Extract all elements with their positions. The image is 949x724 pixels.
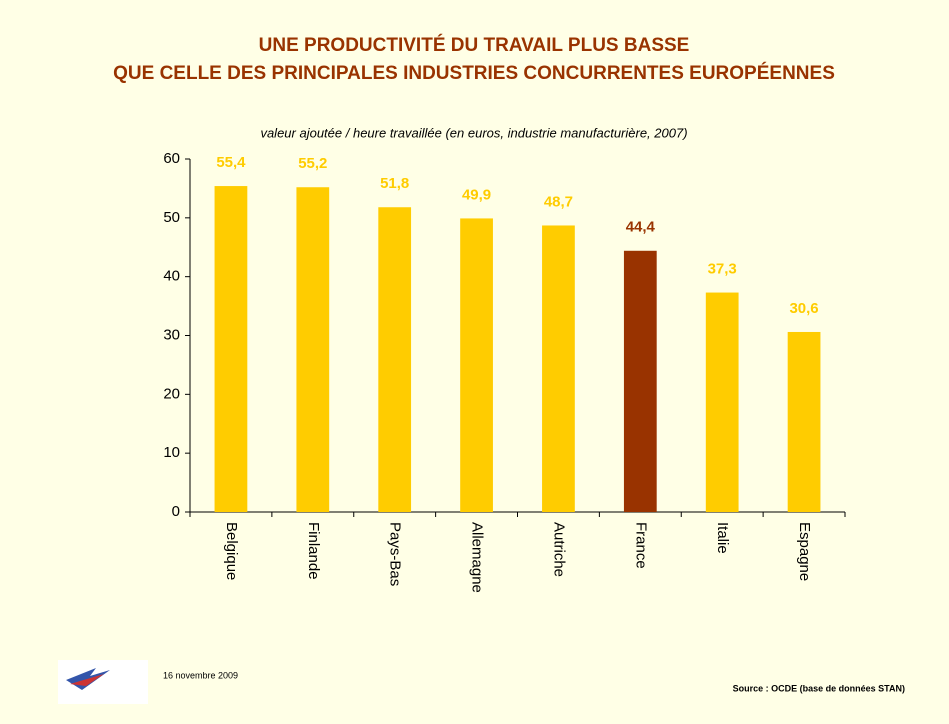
bar	[542, 225, 575, 512]
bar	[787, 331, 821, 512]
bar	[460, 218, 493, 512]
x-tick-label: Autriche	[550, 522, 567, 577]
value-label: 51,8	[380, 175, 409, 192]
y-tick-label: 50	[163, 209, 180, 226]
x-tick-label: Espagne	[796, 522, 813, 581]
y-tick-label: 0	[172, 503, 180, 520]
bar	[296, 187, 330, 513]
value-label: 49,9	[462, 186, 491, 203]
x-tick-label: France	[632, 522, 649, 569]
value-label: 55,2	[298, 155, 327, 172]
x-tick-label: Finlande	[305, 522, 322, 580]
value-label: 55,4	[216, 154, 246, 171]
bar	[378, 207, 412, 512]
y-tick-label: 10	[163, 444, 180, 461]
bar	[705, 292, 739, 512]
logo-shape	[70, 674, 104, 686]
chart-title: QUE CELLE DES PRINCIPALES INDUSTRIES CON…	[113, 62, 835, 84]
value-label: 30,6	[789, 300, 818, 317]
date: 16 novembre 2009	[163, 670, 238, 680]
x-tick-label: Italie	[714, 522, 731, 554]
x-tick-label: Allemagne	[469, 522, 486, 593]
logo	[58, 660, 148, 704]
bar	[214, 186, 248, 512]
value-label: 48,7	[544, 193, 573, 210]
value-label: 37,3	[708, 261, 737, 278]
y-tick-label: 40	[163, 268, 180, 285]
y-tick-label: 30	[163, 326, 180, 343]
chart-subtitle: valeur ajoutée / heure travaillée (en eu…	[260, 125, 687, 140]
y-tick-label: 60	[163, 150, 180, 167]
bar	[623, 250, 657, 512]
source: Source : OCDE (base de données STAN)	[733, 683, 905, 693]
y-tick-label: 20	[163, 385, 180, 402]
x-tick-label: Belgique	[223, 522, 240, 580]
value-label: 44,4	[626, 219, 656, 236]
chart-title: UNE PRODUCTIVITÉ DU TRAVAIL PLUS BASSE	[259, 34, 690, 56]
x-tick-label: Pays-Bas	[387, 522, 404, 586]
